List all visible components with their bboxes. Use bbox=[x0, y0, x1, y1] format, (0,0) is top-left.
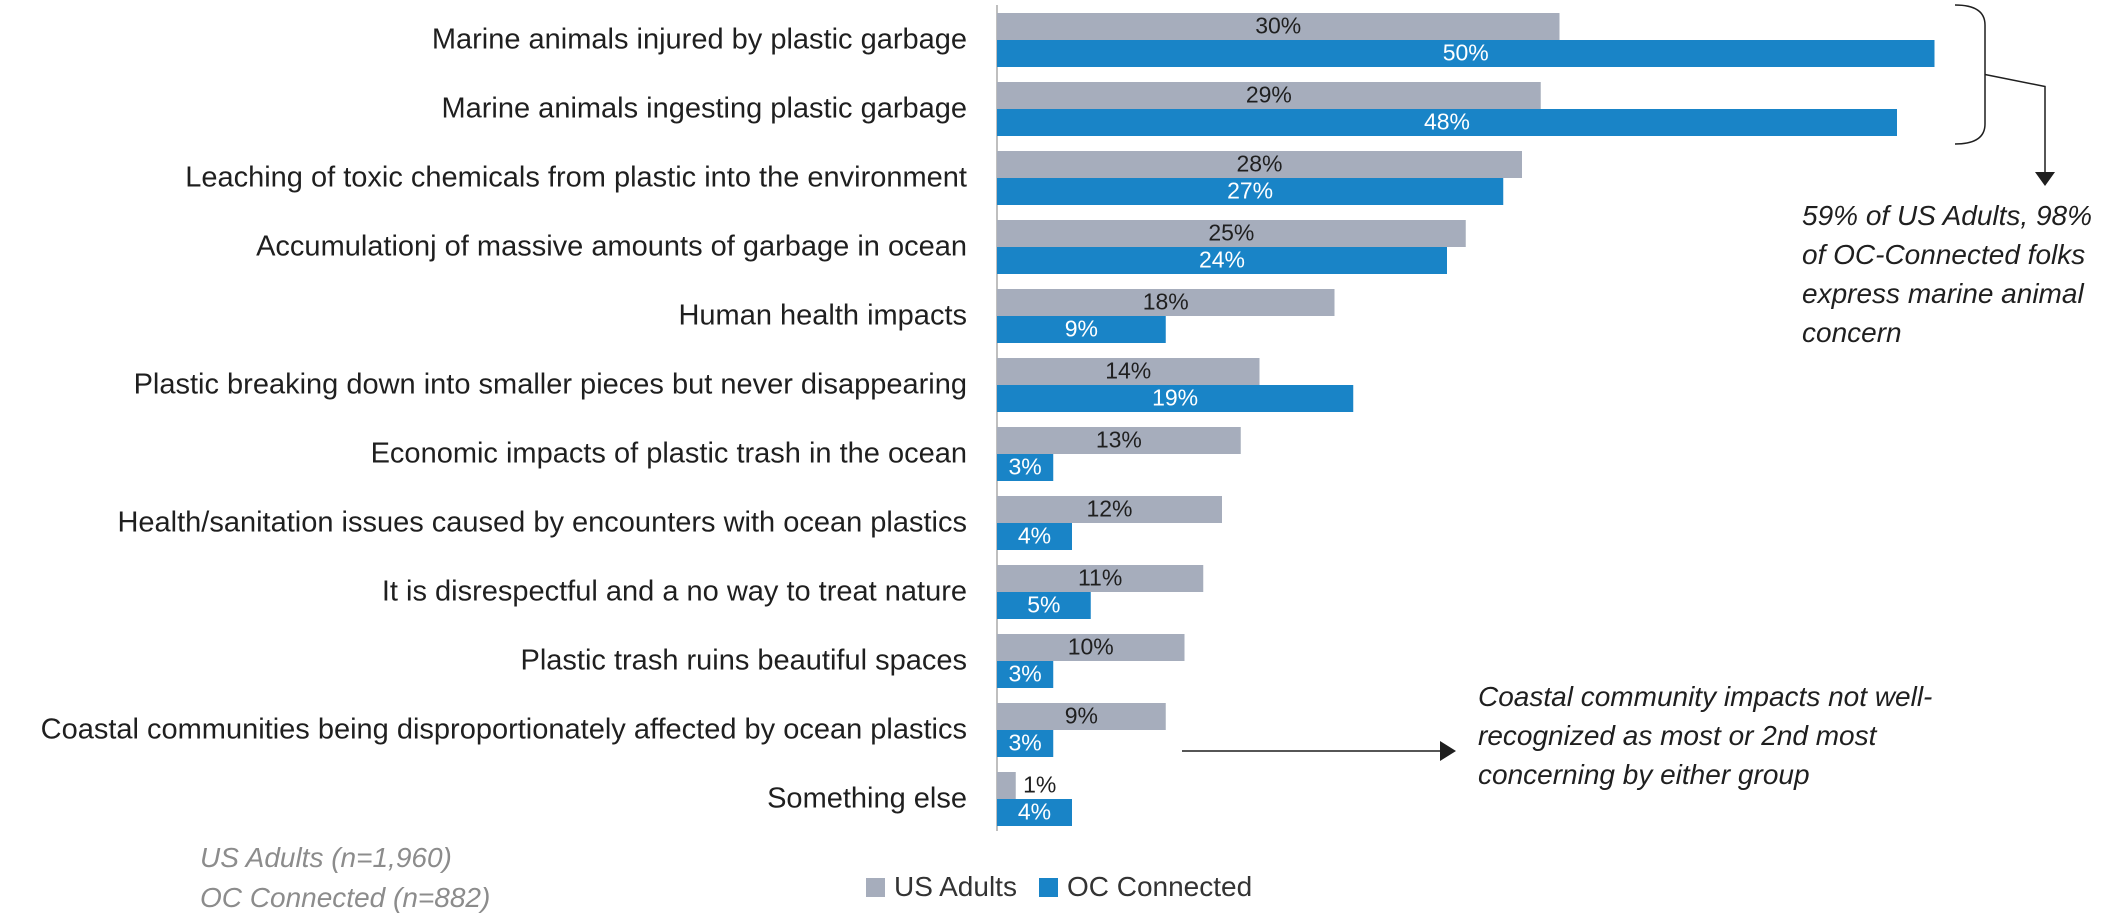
value-label-oc-connected: 4% bbox=[1018, 523, 1051, 549]
legend-swatch-oc-connected bbox=[1038, 877, 1058, 897]
value-label-us-adults: 10% bbox=[1068, 634, 1114, 660]
bar-us-adults bbox=[997, 427, 1241, 454]
bar-us-adults bbox=[997, 496, 1222, 523]
category-label: Plastic breaking down into smaller piece… bbox=[134, 369, 967, 401]
value-label-us-adults: 9% bbox=[1065, 703, 1098, 729]
value-label-us-adults: 1% bbox=[1023, 772, 1056, 798]
category-label: It is disrespectful and a no way to trea… bbox=[382, 576, 967, 608]
bar-oc-connected bbox=[997, 661, 1054, 688]
marine-animal-annotation: 59% of US Adults, 98% of OC-Connected fo… bbox=[1802, 200, 2093, 348]
value-label-oc-connected: 24% bbox=[1199, 247, 1245, 273]
category-label: Human health impacts bbox=[678, 300, 967, 332]
category-label: Marine animals ingesting plastic garbage bbox=[441, 93, 967, 125]
coastal-community-annotation: Coastal community impacts not well-recog… bbox=[1478, 681, 1933, 790]
bar-us-adults bbox=[997, 772, 1016, 799]
value-label-oc-connected: 50% bbox=[1443, 40, 1489, 66]
category-label: Something else bbox=[767, 783, 967, 815]
bar-oc-connected bbox=[997, 109, 1897, 136]
value-label-us-adults: 11% bbox=[1078, 565, 1122, 591]
bar-oc-connected bbox=[997, 454, 1054, 481]
category-label: Health/sanitation issues caused by encou… bbox=[117, 507, 967, 539]
bar-us-adults bbox=[997, 358, 1260, 385]
value-label-us-adults: 28% bbox=[1236, 151, 1282, 177]
bar-us-adults bbox=[997, 13, 1560, 40]
value-label-oc-connected: 48% bbox=[1424, 109, 1470, 135]
bar-us-adults bbox=[997, 151, 1522, 178]
value-label-oc-connected: 19% bbox=[1152, 385, 1198, 411]
oc-sample-size-note: OC Connected (n=882) bbox=[200, 882, 491, 913]
marine-bracket bbox=[1954, 4, 1986, 145]
category-label: Plastic trash ruins beautiful spaces bbox=[521, 645, 968, 677]
us-sample-size-note: US Adults (n=1,960) bbox=[200, 842, 452, 873]
value-label-oc-connected: 9% bbox=[1065, 316, 1098, 342]
category-label: Marine animals injured by plastic garbag… bbox=[432, 24, 967, 56]
value-label-us-adults: 30% bbox=[1255, 13, 1301, 39]
bar-oc-connected bbox=[997, 523, 1072, 550]
marine-arrow-head bbox=[2035, 172, 2055, 186]
bar-oc-connected bbox=[997, 316, 1166, 343]
category-label: Accumulationj of massive amounts of garb… bbox=[256, 231, 967, 263]
legend-item-oc-connected: OC Connected bbox=[1038, 871, 1253, 903]
marine-arrow-line bbox=[1984, 73, 2046, 172]
bar-us-adults bbox=[997, 82, 1541, 109]
value-label-us-adults: 25% bbox=[1208, 220, 1254, 246]
value-label-us-adults: 14% bbox=[1105, 358, 1151, 384]
bar-oc-connected bbox=[997, 730, 1054, 757]
value-label-oc-connected: 5% bbox=[1027, 592, 1060, 618]
legend-label-us-adults: US Adults bbox=[894, 871, 1017, 902]
bar-oc-connected bbox=[997, 247, 1447, 274]
bar-oc-connected bbox=[997, 799, 1072, 826]
bar-oc-connected bbox=[997, 592, 1091, 619]
bar-us-adults bbox=[997, 634, 1185, 661]
chart-legend: US Adults OC Connected bbox=[866, 871, 1274, 903]
legend-item-us-adults: US Adults bbox=[866, 871, 1017, 903]
bar-oc-connected bbox=[997, 385, 1354, 412]
value-label-us-adults: 18% bbox=[1143, 289, 1189, 315]
value-label-oc-connected: 3% bbox=[1009, 730, 1042, 756]
value-label-oc-connected: 3% bbox=[1009, 454, 1042, 480]
bar-oc-connected bbox=[997, 40, 1935, 67]
value-label-us-adults: 13% bbox=[1096, 427, 1142, 453]
value-label-us-adults: 12% bbox=[1086, 496, 1132, 522]
legend-swatch-us-adults bbox=[866, 877, 885, 897]
bar-us-adults bbox=[997, 220, 1466, 247]
value-label-oc-connected: 4% bbox=[1018, 799, 1051, 825]
bar-us-adults bbox=[997, 565, 1204, 592]
bar-oc-connected bbox=[997, 178, 1504, 205]
value-label-oc-connected: 27% bbox=[1227, 178, 1273, 204]
category-label: Coastal communities being disproportiona… bbox=[41, 714, 967, 746]
legend-label-oc-connected: OC Connected bbox=[1066, 871, 1253, 902]
category-label: Economic impacts of plastic trash in the… bbox=[371, 438, 967, 470]
bar-us-adults bbox=[997, 703, 1166, 730]
value-label-us-adults: 29% bbox=[1246, 82, 1292, 108]
value-label-oc-connected: 3% bbox=[1009, 661, 1042, 687]
coastal-arrow-head bbox=[1440, 741, 1456, 761]
category-label: Leaching of toxic chemicals from plastic… bbox=[185, 162, 967, 194]
bar-us-adults bbox=[997, 289, 1335, 316]
